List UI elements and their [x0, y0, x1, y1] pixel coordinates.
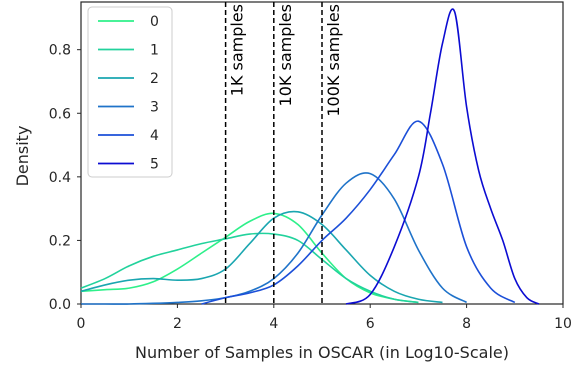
legend-label-1: 1 — [150, 43, 159, 59]
y-tick-label: 0.2 — [49, 233, 71, 249]
legend-label-2: 2 — [150, 71, 159, 87]
y-tick-label: 0.0 — [49, 297, 71, 313]
x-axis-label: Number of Samples in OSCAR (in Log10-Sca… — [135, 343, 509, 362]
x-tick-label: 8 — [462, 316, 471, 332]
vertical-line-label-2: 10K samples — [276, 4, 295, 106]
series-line-1 — [80, 232, 419, 304]
legend-box — [87, 6, 173, 178]
x-tick-label: 0 — [77, 316, 86, 332]
y-axis-label: Density — [13, 126, 32, 187]
vertical-line-label-3: 100K samples — [324, 4, 343, 117]
legend-label-3: 3 — [150, 100, 159, 116]
y-tick-label: 0.4 — [49, 170, 71, 186]
legend-label-5: 5 — [150, 157, 159, 173]
vertical-reference-lines: 1K samples 10K samples 100K samples — [224, 2, 343, 304]
series-line-5 — [345, 8, 540, 305]
series-line-0 — [80, 212, 419, 304]
y-tick-label: 0.8 — [49, 43, 71, 59]
x-tick-label: 4 — [269, 316, 278, 332]
legend-label-0: 0 — [150, 14, 159, 30]
y-tick-label: 0.6 — [49, 106, 71, 122]
axis-ticks: 0 2 4 6 8 10 0.0 0.2 0.4 0.6 0.8 — [49, 43, 572, 332]
x-tick-label: 10 — [554, 316, 572, 332]
x-tick-label: 6 — [366, 316, 375, 332]
plot-lines — [80, 8, 540, 305]
series-line-4 — [201, 120, 516, 305]
series-line-2 — [80, 210, 443, 304]
legend: 0 1 2 3 4 5 — [87, 6, 173, 178]
x-tick-label: 2 — [173, 316, 182, 332]
legend-label-4: 4 — [150, 128, 159, 144]
vertical-line-label-1: 1K samples — [228, 4, 247, 96]
